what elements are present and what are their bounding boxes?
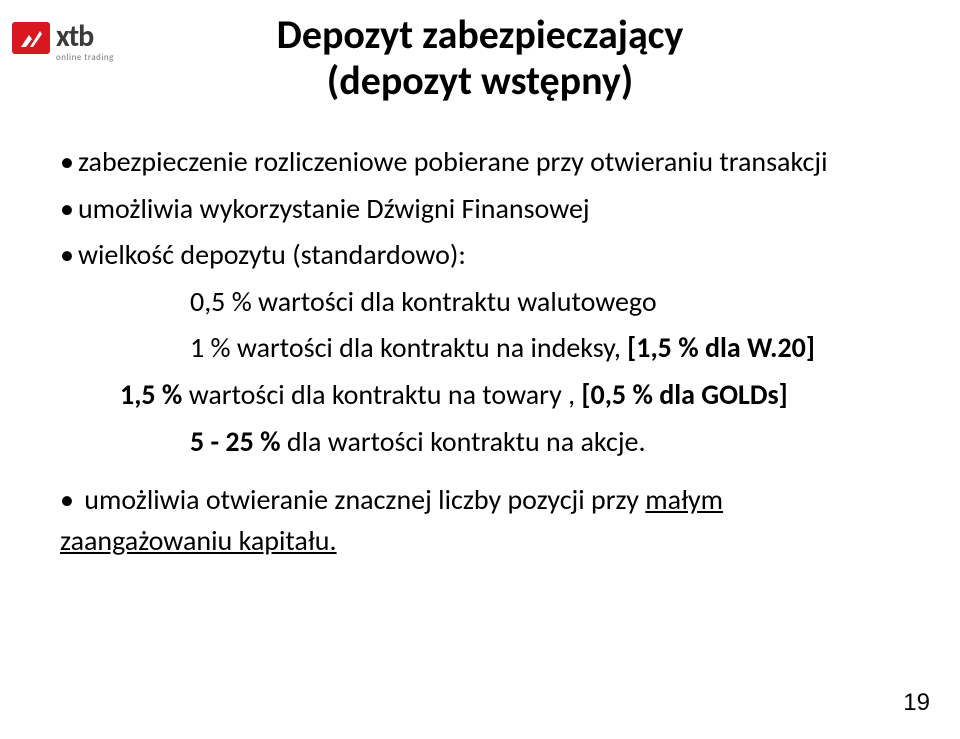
sub-1: 0,5 % wartości dla kontraktu walutowego xyxy=(190,282,880,323)
sub-3: 1,5 % wartości dla kontraktu na towary ,… xyxy=(120,375,880,416)
page-title: Depozyt zabezpieczający (depozyt wstępny… xyxy=(0,12,960,104)
sub-3a: 1,5 % xyxy=(120,377,189,412)
sub-2: 1 % wartości dla kontraktu na indeksy, [… xyxy=(190,328,880,369)
logo-mark-icon xyxy=(12,22,50,54)
logo-text: xtb online trading xyxy=(56,22,114,62)
sub-2a: 1 % wartości dla kontraktu na indeksy, xyxy=(190,330,621,365)
sub-4b: dla wartości kontraktu na akcje. xyxy=(287,424,646,459)
sub-3c: , xyxy=(562,377,582,412)
bullet-4a: umożliwia otwieranie znacznej liczby poz… xyxy=(84,482,645,517)
logo: xtb online trading xyxy=(12,22,114,62)
title-line-1: Depozyt zabezpieczający xyxy=(277,10,684,59)
sub-3d: [0,5 % dla GOLDs] xyxy=(581,377,787,412)
bullet-3: wielkość depozytu (standardowo): xyxy=(60,235,880,276)
sub-4a: 5 - 25 % xyxy=(190,424,287,459)
bullet-1: zabezpieczenie rozliczeniowe pobierane p… xyxy=(60,142,880,183)
sub-4: 5 - 25 % dla wartości kontraktu na akcje… xyxy=(190,422,880,463)
sub-2b: [1,5 % dla W.20] xyxy=(621,330,815,365)
logo-tagline: online trading xyxy=(56,53,114,62)
content: zabezpieczenie rozliczeniowe pobierane p… xyxy=(60,142,880,561)
bullet-4: umożliwia otwieranie znacznej liczby poz… xyxy=(60,480,880,561)
logo-brand: xtb xyxy=(56,22,114,52)
page-number: 19 xyxy=(903,689,930,717)
sub-3b: wartości dla kontraktu na towary xyxy=(189,377,562,412)
bullet-2: umożliwia wykorzystanie Dźwigni Finansow… xyxy=(60,189,880,230)
title-line-2: (depozyt wstępny) xyxy=(327,56,633,105)
